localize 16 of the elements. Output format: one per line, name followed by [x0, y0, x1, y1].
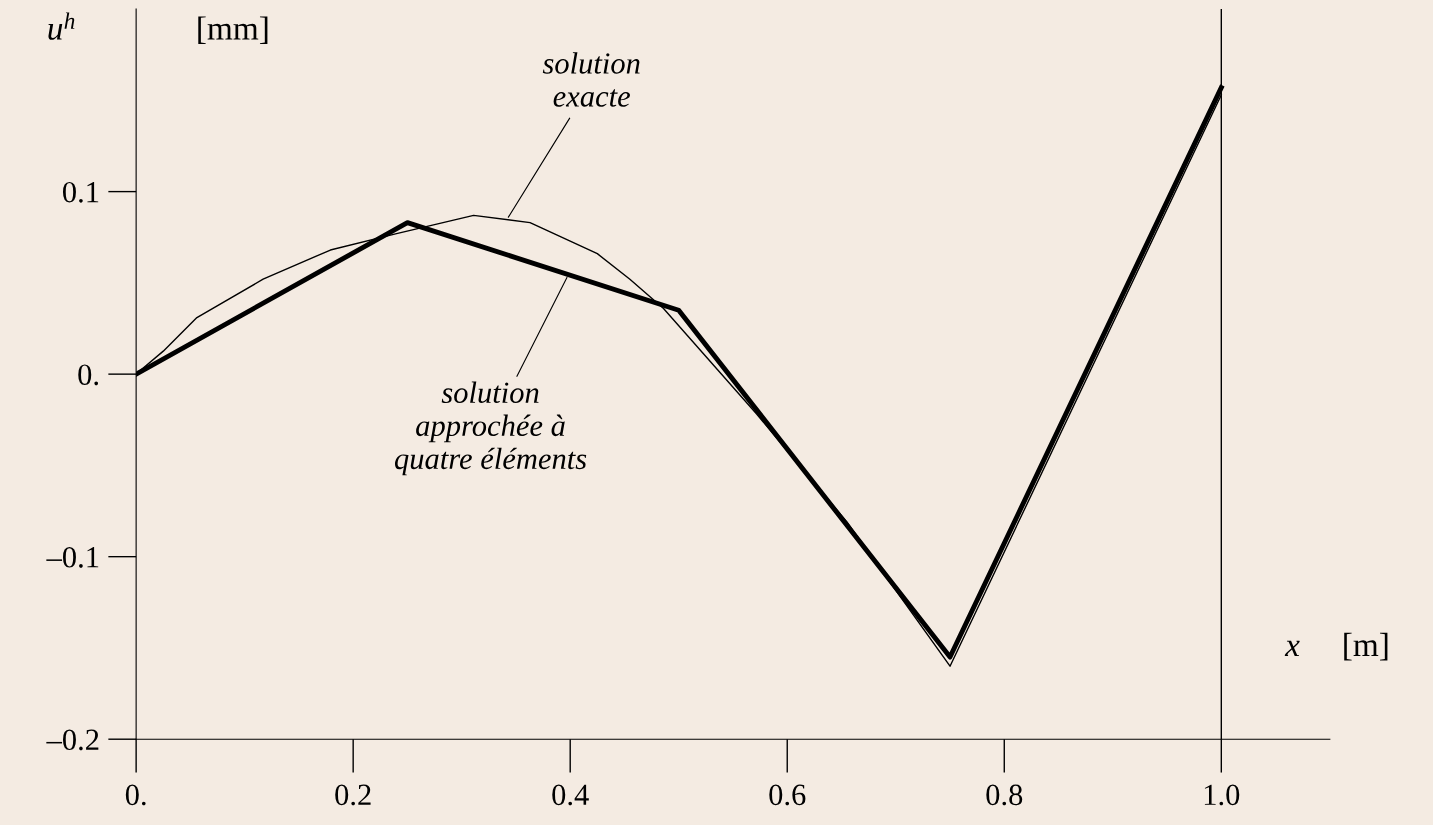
- x-tick-label: 0.4: [552, 784, 589, 806]
- x-axis-title: x: [1284, 640, 1300, 656]
- y-axis-title: u$^{h}$: [48, 12, 75, 40]
- x-tick-label: 0.: [125, 784, 146, 806]
- y-tick-label: 0.1: [62, 181, 99, 203]
- text: [m]: [1344, 632, 1388, 661]
- x-tick-label: 0.2: [335, 784, 371, 806]
- annotation: solution exacte: [542, 52, 640, 107]
- x-tick-label: 0.8: [986, 784, 1023, 806]
- x-tick-label: 0.6: [769, 784, 806, 806]
- x-tick-label: 1.0: [1204, 784, 1240, 806]
- annotation: solution approchée à quatre éléments: [394, 381, 587, 476]
- y-tick-label: –0.2: [46, 729, 99, 751]
- y-tick-label: –0.1: [46, 546, 99, 568]
- y-tick-label: 0.: [78, 364, 99, 386]
- annotation: [mm]: [198, 16, 268, 44]
